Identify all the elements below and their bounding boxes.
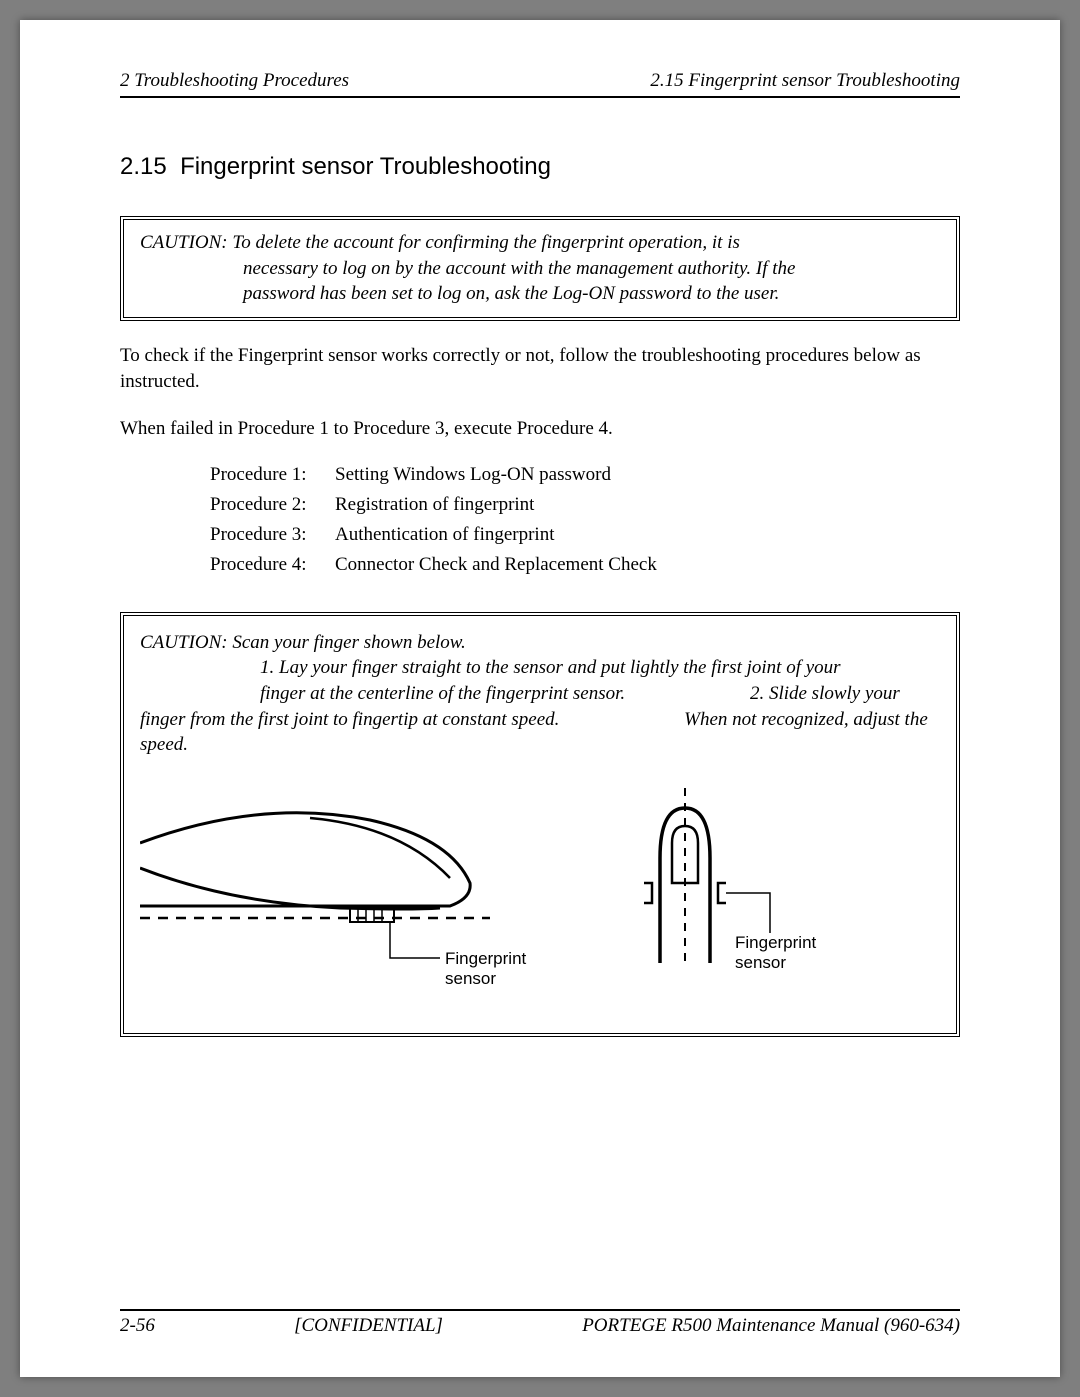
section-number: 2.15 xyxy=(120,153,167,180)
caution-box-2: CAUTION: Scan your finger shown below. 1… xyxy=(120,612,960,1037)
section-name: Fingerprint sensor Troubleshooting xyxy=(180,153,551,180)
procedure-desc: Authentication of fingerprint xyxy=(335,524,555,546)
header-left: 2 Troubleshooting Procedures xyxy=(120,70,349,92)
section-title: 2.15 Fingerprint sensor Troubleshooting xyxy=(120,153,960,181)
page-header: 2 Troubleshooting Procedures 2.15 Finger… xyxy=(120,70,960,98)
header-right: 2.15 Fingerprint sensor Troubleshooting xyxy=(650,70,960,92)
procedure-row: Procedure 3: Authentication of fingerpri… xyxy=(120,524,960,546)
finger-side-view xyxy=(140,813,490,958)
procedure-desc: Setting Windows Log-ON password xyxy=(335,464,611,486)
footer-right: PORTEGE R500 Maintenance Manual (960-634… xyxy=(582,1315,960,1337)
diagram-label-right-2: sensor xyxy=(735,953,786,972)
caution-label: CAUTION: xyxy=(140,232,232,253)
procedure-label: Procedure 4: xyxy=(210,554,325,576)
footer-center: [CONFIDENTIAL] xyxy=(294,1315,443,1337)
procedure-label: Procedure 3: xyxy=(210,524,325,546)
caution2-head: CAUTION: Scan your finger shown below. xyxy=(140,630,940,656)
caution-line1: To delete the account for confirming the… xyxy=(232,232,740,253)
body-paragraph-1: To check if the Fingerprint sensor works… xyxy=(120,343,960,394)
procedure-label: Procedure 2: xyxy=(210,494,325,516)
caution2-item1a: 1. Lay your finger straight to the senso… xyxy=(140,657,841,678)
diagram-label-right-1: Fingerprint xyxy=(735,933,817,952)
body-paragraph-2: When failed in Procedure 1 to Procedure … xyxy=(120,416,960,442)
procedure-row: Procedure 1: Setting Windows Log-ON pass… xyxy=(120,464,960,486)
caution-line3: password has been set to log on, ask the… xyxy=(140,281,940,307)
procedure-desc: Registration of fingerprint xyxy=(335,494,534,516)
caution-box-1: CAUTION: To delete the account for confi… xyxy=(120,216,960,321)
diagram-label-left-2: sensor xyxy=(445,969,496,988)
fingerprint-diagram: Fingerprint sensor Fingerprint xyxy=(140,788,940,1013)
page-footer: 2-56 [CONFIDENTIAL] PORTEGE R500 Mainten… xyxy=(120,1309,960,1337)
document-page: 2 Troubleshooting Procedures 2.15 Finger… xyxy=(20,20,1060,1377)
diagram-svg: Fingerprint sensor Fingerprint xyxy=(140,788,940,1013)
procedure-row: Procedure 4: Connector Check and Replace… xyxy=(120,554,960,576)
diagram-label-left-1: Fingerprint xyxy=(445,949,527,968)
footer-left: 2-56 xyxy=(120,1315,155,1337)
procedure-desc: Connector Check and Replacement Check xyxy=(335,554,657,576)
caution-line2: necessary to log on by the account with … xyxy=(140,256,940,282)
procedure-list: Procedure 1: Setting Windows Log-ON pass… xyxy=(120,464,960,584)
procedure-label: Procedure 1: xyxy=(210,464,325,486)
caution2-item1b: finger at the centerline of the fingerpr… xyxy=(140,683,625,704)
procedure-row: Procedure 2: Registration of fingerprint xyxy=(120,494,960,516)
